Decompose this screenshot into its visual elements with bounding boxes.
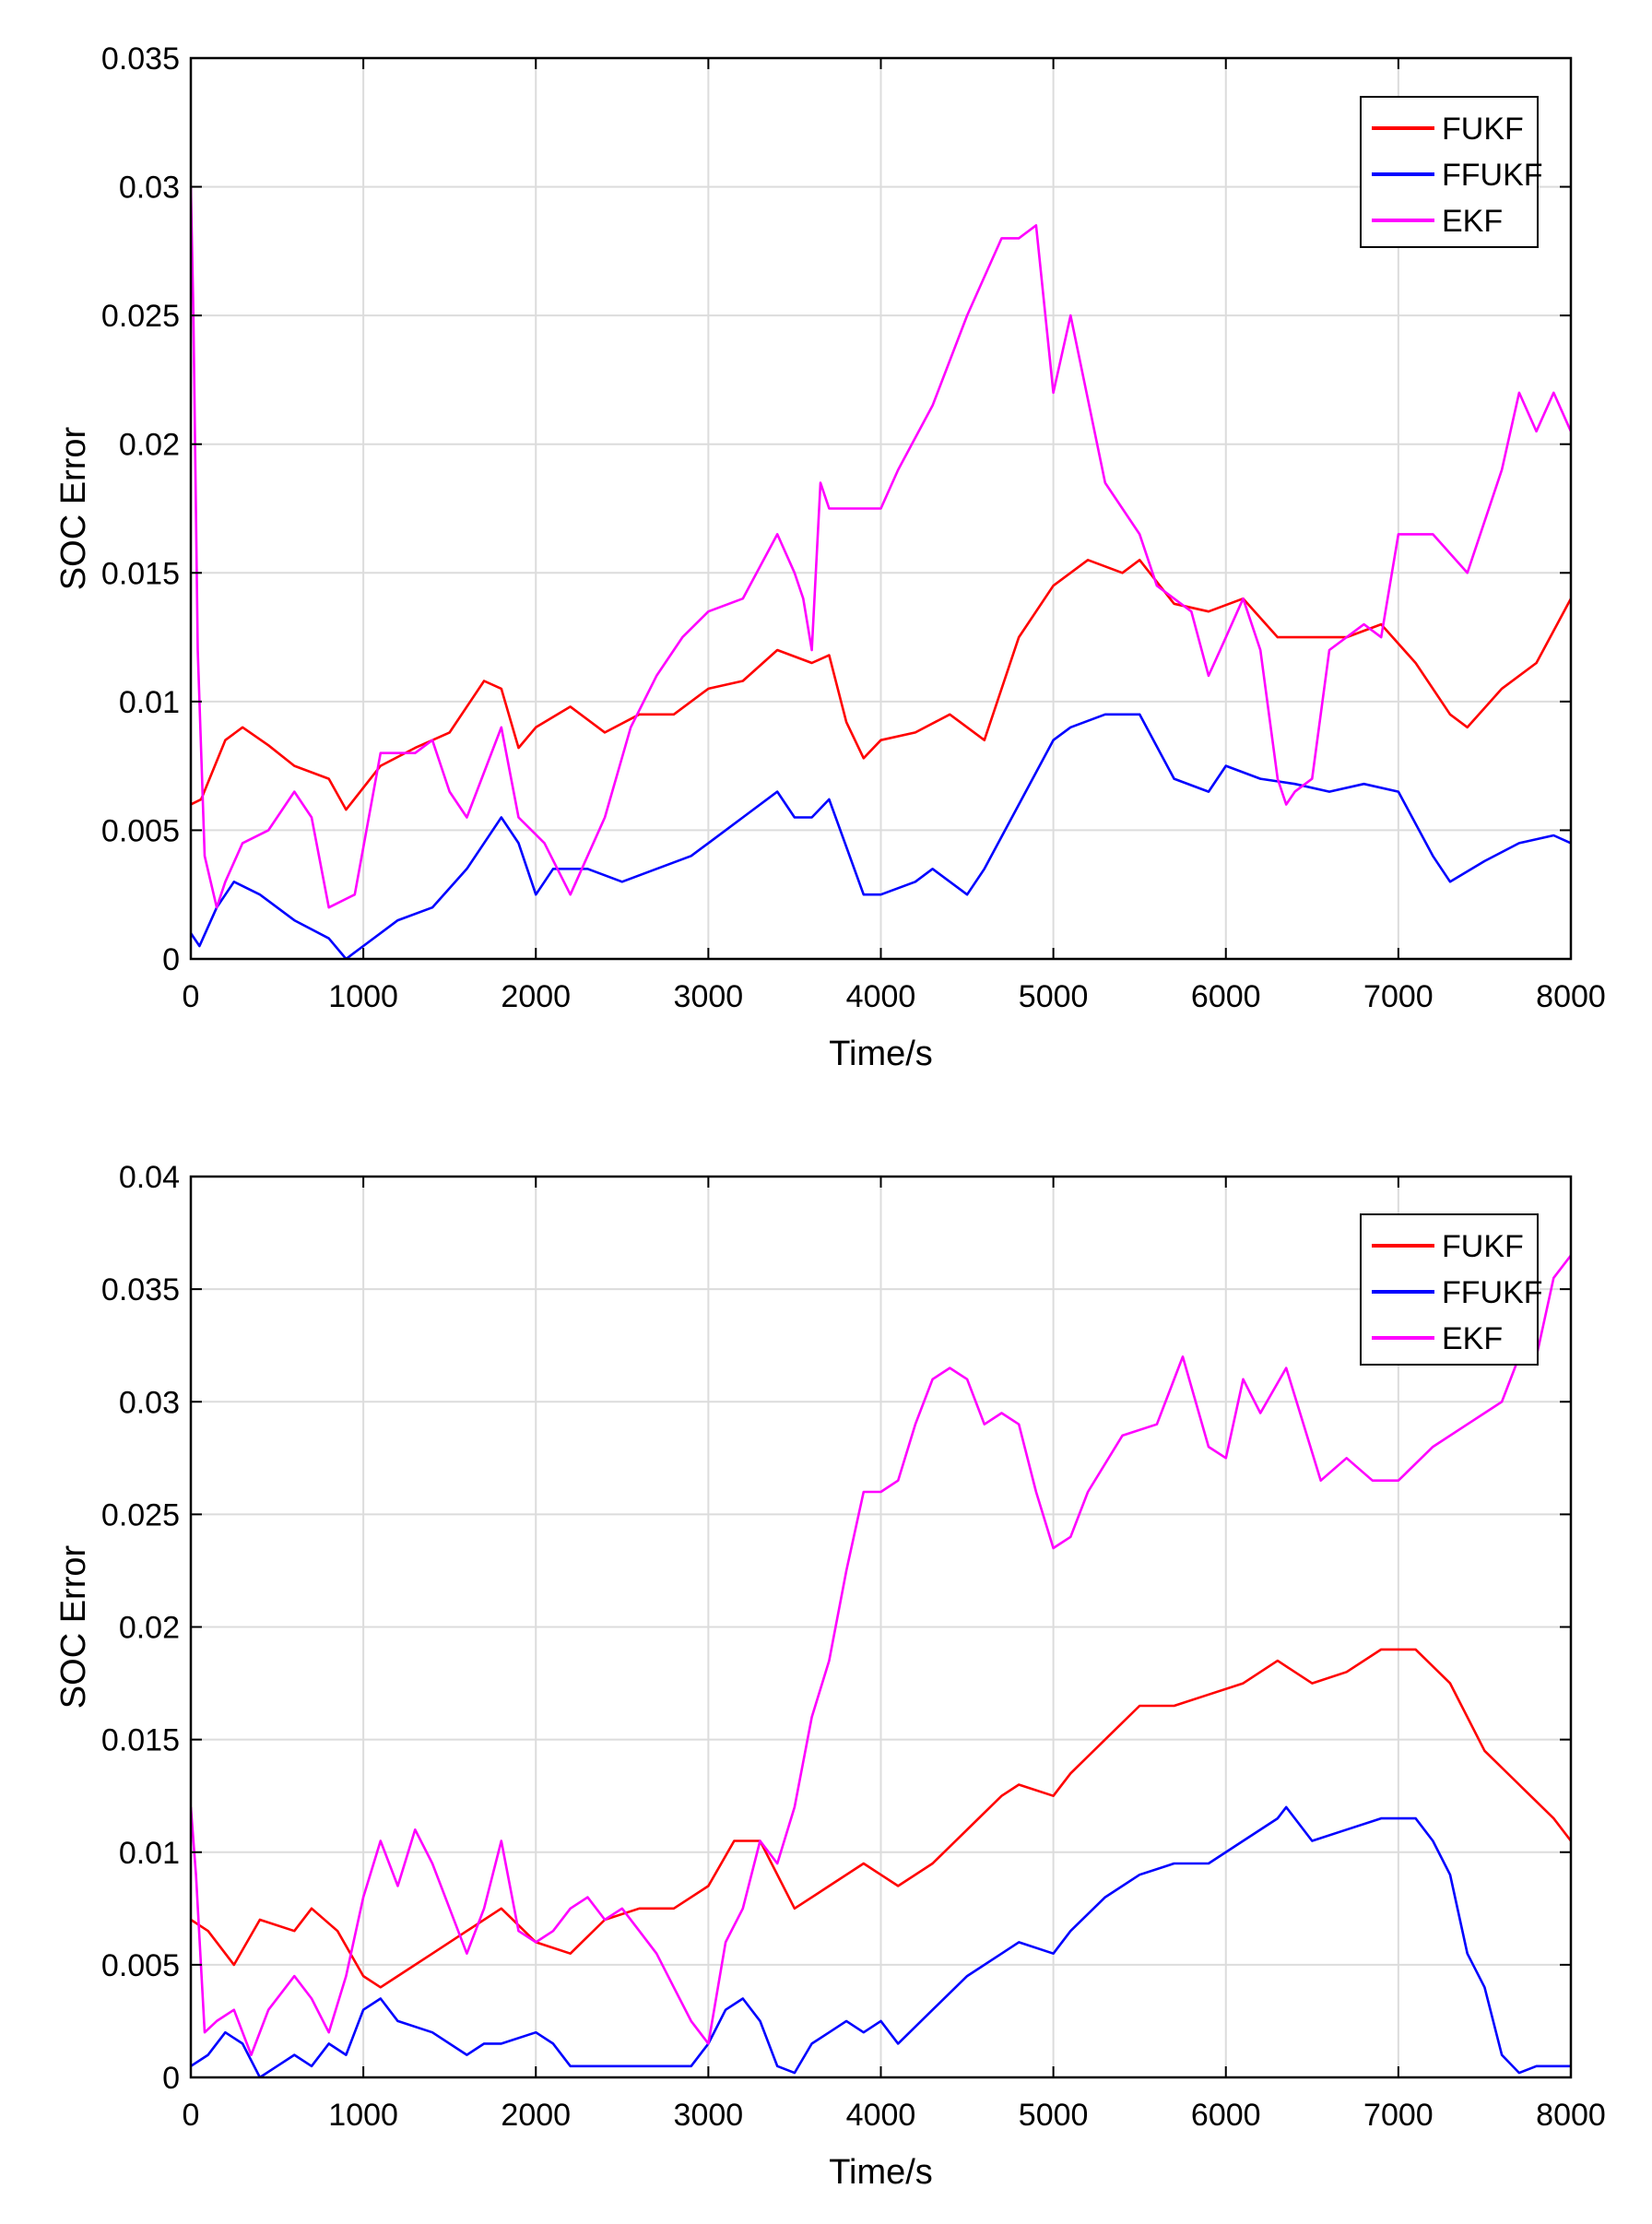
y-tick-label: 0.015: [101, 556, 180, 591]
x-axis-label: Time/s: [829, 2153, 933, 2192]
legend-label-fukf: FUKF: [1442, 1229, 1524, 1264]
x-tick-label: 3000: [674, 979, 744, 1014]
y-tick-label: 0: [162, 2061, 180, 2096]
y-tick-label: 0.01: [119, 685, 180, 720]
x-tick-label: 1000: [328, 979, 398, 1014]
y-tick-label: 0.005: [101, 813, 180, 848]
x-tick-label: 5000: [1019, 2098, 1089, 2133]
y-tick-label: 0.025: [101, 299, 180, 334]
y-tick-label: 0.02: [119, 1611, 180, 1646]
series-line-ffukf: [191, 713, 1571, 959]
y-tick-label: 0.02: [119, 428, 180, 463]
y-tick-label: 0: [162, 942, 180, 977]
y-axis-label: SOC Error: [54, 426, 93, 590]
y-tick-label: 0.015: [101, 1723, 180, 1758]
chart-1: 0 1000 2000 3000 4000 5000 6000 7000 8000 0 0.005 0…: [54, 41, 1606, 1073]
y-tick-label: 0.035: [101, 1272, 180, 1307]
series-line-fukf: [191, 1648, 1571, 1989]
legend-label-ffukf: FFUKF: [1442, 158, 1543, 193]
x-tick-label: 5000: [1019, 979, 1089, 1014]
x-tick-label: 7000: [1363, 2098, 1434, 2133]
y-tick-label: 0.03: [119, 1385, 180, 1420]
y-tick-label: 0.025: [101, 1497, 180, 1532]
legend: FUKF FFUKF EKF: [1360, 96, 1543, 248]
x-tick-label: 2000: [501, 2098, 571, 2133]
x-axis-label: Time/s: [829, 1035, 933, 1073]
x-tick-label: 7000: [1363, 979, 1434, 1014]
legend-label-ekf: EKF: [1442, 1321, 1503, 1356]
x-tick-label: 3000: [674, 2098, 744, 2133]
legend: FUKF FFUKF EKF: [1360, 1213, 1543, 1366]
x-tick-label: 8000: [1536, 2098, 1606, 2133]
y-tick-label: 0.005: [101, 1948, 180, 1983]
series-line-ekf: [191, 186, 1571, 909]
x-tick-label: 8000: [1536, 979, 1606, 1014]
x-tick-label: 4000: [846, 2098, 916, 2133]
x-tick-label: 0: [183, 979, 200, 1014]
x-tick-label: 2000: [501, 979, 571, 1014]
chart-2: 0 1000 2000 3000 4000 5000 6000 7000 8000 0 0.005 0…: [54, 1160, 1606, 2192]
x-tick-label: 4000: [846, 979, 916, 1014]
x-tick-label: 1000: [328, 2098, 398, 2133]
x-tick-label: 6000: [1191, 979, 1261, 1014]
y-tick-label: 0.03: [119, 171, 180, 206]
legend-label-ekf: EKF: [1442, 204, 1503, 239]
y-tick-label: 0.01: [119, 1836, 180, 1871]
series-line-fukf: [191, 558, 1571, 811]
series-line-ffukf: [191, 1805, 1571, 2077]
legend-label-fukf: FUKF: [1442, 112, 1524, 147]
x-tick-label: 6000: [1191, 2098, 1261, 2133]
legend-label-ffukf: FFUKF: [1442, 1275, 1543, 1310]
y-tick-label: 0.035: [101, 41, 180, 77]
series-line-ekf: [191, 1254, 1571, 2056]
y-tick-label: 0.04: [119, 1160, 180, 1195]
y-axis-label: SOC Error: [54, 1544, 93, 1709]
x-tick-label: 0: [183, 2098, 200, 2133]
